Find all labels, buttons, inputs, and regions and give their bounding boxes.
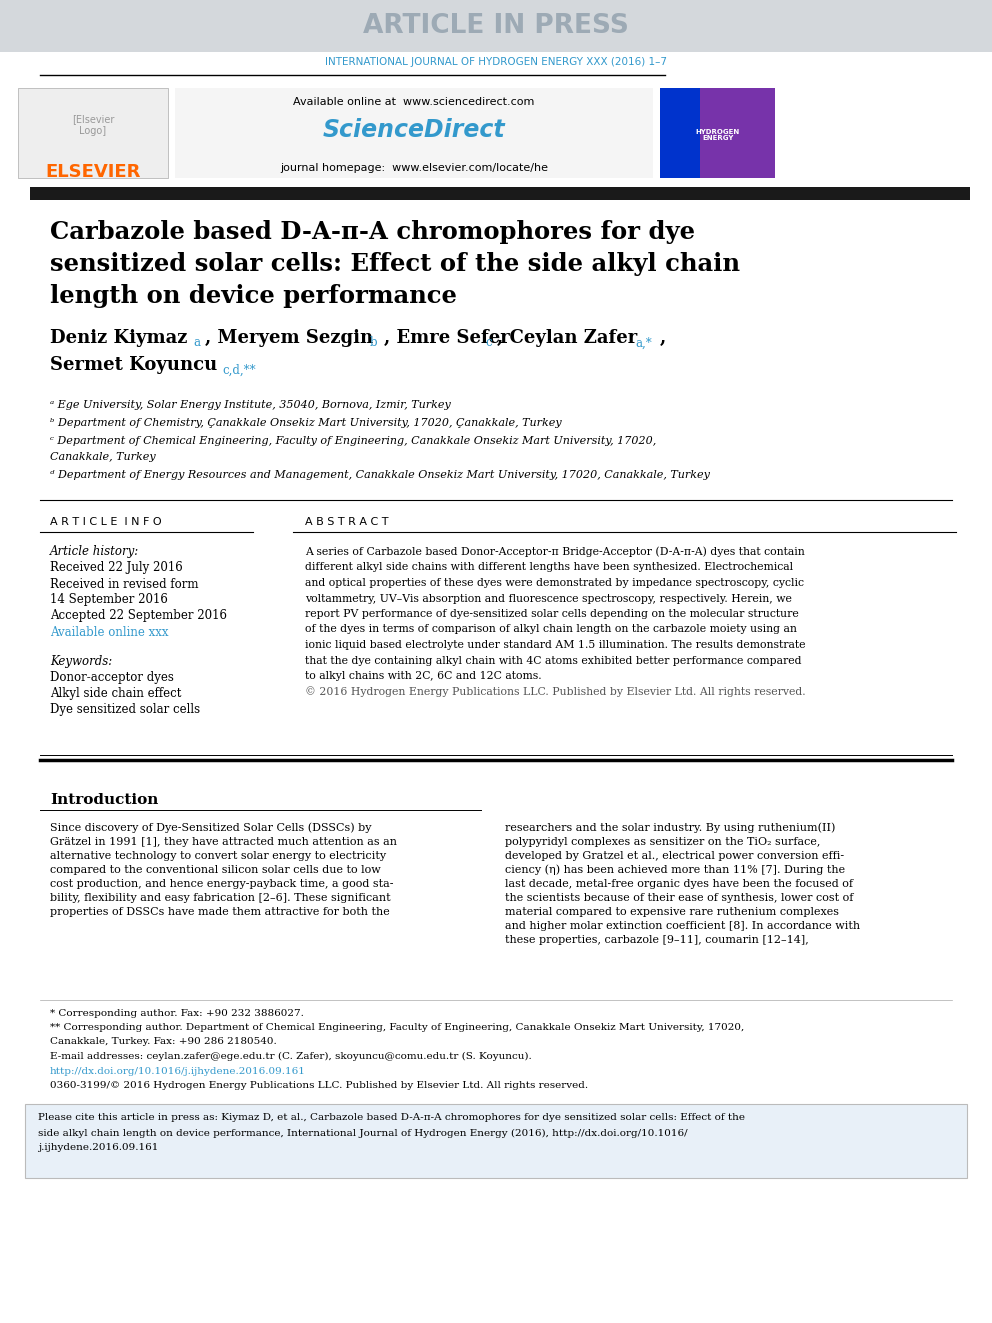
Text: INTERNATIONAL JOURNAL OF HYDROGEN ENERGY XXX (2016) 1–7: INTERNATIONAL JOURNAL OF HYDROGEN ENERGY… [325, 57, 667, 67]
Text: , Emre Sefer: , Emre Sefer [384, 329, 516, 347]
Text: the scientists because of their ease of synthesis, lower cost of: the scientists because of their ease of … [505, 893, 853, 904]
Text: report PV performance of dye-sensitized solar cells depending on the molecular s: report PV performance of dye-sensitized … [305, 609, 799, 619]
Text: Accepted 22 September 2016: Accepted 22 September 2016 [50, 610, 227, 623]
FancyBboxPatch shape [18, 89, 168, 179]
Text: Article history:: Article history: [50, 545, 139, 558]
Text: HYDROGEN
ENERGY: HYDROGEN ENERGY [695, 128, 740, 142]
Text: Carbazole based D-A-π-A chromophores for dye: Carbazole based D-A-π-A chromophores for… [50, 220, 695, 243]
Text: ** Corresponding author. Department of Chemical Engineering, Faculty of Engineer: ** Corresponding author. Department of C… [50, 1024, 744, 1032]
Text: Canakkale, Turkey. Fax: +90 286 2180540.: Canakkale, Turkey. Fax: +90 286 2180540. [50, 1037, 277, 1046]
Text: a,*: a,* [635, 336, 652, 349]
Text: voltammetry, UV–Vis absorption and fluorescence spectroscopy, respectively. Here: voltammetry, UV–Vis absorption and fluor… [305, 594, 792, 603]
Text: Dye sensitized solar cells: Dye sensitized solar cells [50, 704, 200, 717]
Text: A R T I C L E  I N F O: A R T I C L E I N F O [50, 517, 162, 527]
Text: ᵇ Department of Chemistry, Çanakkale Onsekiz Mart University, 17020, Çanakkale, : ᵇ Department of Chemistry, Çanakkale Ons… [50, 418, 561, 429]
Text: http://dx.doi.org/10.1016/j.ijhydene.2016.09.161: http://dx.doi.org/10.1016/j.ijhydene.201… [50, 1068, 306, 1077]
Text: Grätzel in 1991 [1], they have attracted much attention as an: Grätzel in 1991 [1], they have attracted… [50, 837, 397, 847]
Text: A series of Carbazole based Donor-Acceptor-π Bridge-Acceptor (D-A-π-A) dyes that: A series of Carbazole based Donor-Accept… [305, 546, 805, 557]
Text: sensitized solar cells: Effect of the side alkyl chain: sensitized solar cells: Effect of the si… [50, 251, 740, 277]
FancyBboxPatch shape [25, 1103, 967, 1177]
Text: side alkyl chain length on device performance, International Journal of Hydrogen: side alkyl chain length on device perfor… [38, 1129, 687, 1138]
Text: polypyridyl complexes as sensitizer on the TiO₂ surface,: polypyridyl complexes as sensitizer on t… [505, 837, 820, 847]
FancyBboxPatch shape [660, 89, 775, 179]
Text: Sermet Koyuncu: Sermet Koyuncu [50, 356, 223, 374]
Text: and optical properties of these dyes were demonstrated by impedance spectroscopy: and optical properties of these dyes wer… [305, 578, 804, 587]
Text: properties of DSSCs have made them attractive for both the: properties of DSSCs have made them attra… [50, 908, 390, 917]
Text: last decade, metal-free organic dyes have been the focused of: last decade, metal-free organic dyes hav… [505, 878, 853, 889]
Text: these properties, carbazole [9–11], coumarin [12–14],: these properties, carbazole [9–11], coum… [505, 935, 808, 945]
Text: ᵈ Department of Energy Resources and Management, Canakkale Onsekiz Mart Universi: ᵈ Department of Energy Resources and Man… [50, 470, 710, 480]
Text: developed by Gratzel et al., electrical power conversion effi-: developed by Gratzel et al., electrical … [505, 851, 844, 861]
FancyBboxPatch shape [175, 89, 653, 179]
Text: Available online xxx: Available online xxx [50, 626, 169, 639]
Text: E-mail addresses: ceylan.zafer@ege.edu.tr (C. Zafer), skoyuncu@comu.edu.tr (S. K: E-mail addresses: ceylan.zafer@ege.edu.t… [50, 1052, 532, 1061]
Text: to alkyl chains with 2C, 6C and 12C atoms.: to alkyl chains with 2C, 6C and 12C atom… [305, 671, 542, 681]
Text: © 2016 Hydrogen Energy Publications LLC. Published by Elsevier Ltd. All rights r: © 2016 Hydrogen Energy Publications LLC.… [305, 687, 806, 697]
Text: researchers and the solar industry. By using ruthenium(II): researchers and the solar industry. By u… [505, 823, 835, 833]
FancyBboxPatch shape [0, 0, 992, 52]
Text: ᶜ Department of Chemical Engineering, Faculty of Engineering, Canakkale Onsekiz : ᶜ Department of Chemical Engineering, Fa… [50, 437, 657, 446]
Text: a: a [193, 336, 200, 349]
Text: A B S T R A C T: A B S T R A C T [305, 517, 389, 527]
Text: ionic liquid based electrolyte under standard AM 1.5 illumination. The results d: ionic liquid based electrolyte under sta… [305, 640, 806, 650]
Text: ᵃ Ege University, Solar Energy Institute, 35040, Bornova, Izmir, Turkey: ᵃ Ege University, Solar Energy Institute… [50, 400, 450, 410]
Text: ScienceDirect: ScienceDirect [322, 118, 505, 142]
Text: journal homepage:  www.elsevier.com/locate/he: journal homepage: www.elsevier.com/locat… [280, 163, 548, 173]
Text: Introduction: Introduction [50, 792, 159, 807]
FancyBboxPatch shape [30, 187, 970, 200]
Text: bility, flexibility and easy fabrication [2–6]. These significant: bility, flexibility and easy fabrication… [50, 893, 391, 904]
Text: Canakkale, Turkey: Canakkale, Turkey [50, 452, 156, 462]
Text: ELSEVIER: ELSEVIER [46, 163, 141, 181]
Text: ,: , [660, 329, 667, 347]
Text: that the dye containing alkyl chain with 4C atoms exhibited better performance c: that the dye containing alkyl chain with… [305, 655, 802, 665]
Text: ARTICLE IN PRESS: ARTICLE IN PRESS [363, 13, 629, 38]
Text: Received 22 July 2016: Received 22 July 2016 [50, 561, 183, 574]
Text: different alkyl side chains with different lengths have been synthesized. Electr: different alkyl side chains with differe… [305, 562, 794, 573]
Text: Alkyl side chain effect: Alkyl side chain effect [50, 688, 182, 700]
Text: ciency (η) has been achieved more than 11% [7]. During the: ciency (η) has been achieved more than 1… [505, 865, 845, 876]
Text: of the dyes in terms of comparison of alkyl chain length on the carbazole moiety: of the dyes in terms of comparison of al… [305, 624, 797, 635]
Text: alternative technology to convert solar energy to electricity: alternative technology to convert solar … [50, 851, 386, 861]
Text: 0360-3199/© 2016 Hydrogen Energy Publications LLC. Published by Elsevier Ltd. Al: 0360-3199/© 2016 Hydrogen Energy Publica… [50, 1081, 588, 1090]
Text: cost production, and hence energy-payback time, a good sta-: cost production, and hence energy-paybac… [50, 878, 394, 889]
Text: 14 September 2016: 14 September 2016 [50, 594, 168, 606]
FancyBboxPatch shape [700, 89, 775, 179]
Text: [Elsevier
Logo]: [Elsevier Logo] [71, 114, 114, 136]
Text: , Ceylan Zafer: , Ceylan Zafer [497, 329, 644, 347]
Text: b: b [370, 336, 378, 349]
Text: Received in revised form: Received in revised form [50, 578, 198, 590]
Text: * Corresponding author. Fax: +90 232 3886027.: * Corresponding author. Fax: +90 232 388… [50, 1009, 304, 1019]
Text: compared to the conventional silicon solar cells due to low: compared to the conventional silicon sol… [50, 865, 381, 875]
Text: c: c [485, 336, 492, 349]
Text: length on device performance: length on device performance [50, 284, 457, 308]
Text: and higher molar extinction coefficient [8]. In accordance with: and higher molar extinction coefficient … [505, 921, 860, 931]
Text: c,d,**: c,d,** [222, 364, 256, 377]
Text: j.ijhydene.2016.09.161: j.ijhydene.2016.09.161 [38, 1143, 159, 1152]
Text: Please cite this article in press as: Kiymaz D, et al., Carbazole based D-A-π-A : Please cite this article in press as: Ki… [38, 1114, 745, 1122]
Text: Since discovery of Dye-Sensitized Solar Cells (DSSCs) by: Since discovery of Dye-Sensitized Solar … [50, 823, 371, 833]
Text: Available online at  www.sciencedirect.com: Available online at www.sciencedirect.co… [294, 97, 535, 107]
Text: material compared to expensive rare ruthenium complexes: material compared to expensive rare ruth… [505, 908, 839, 917]
Text: Keywords:: Keywords: [50, 655, 112, 668]
Text: Donor-acceptor dyes: Donor-acceptor dyes [50, 672, 174, 684]
Text: Deniz Kiymaz: Deniz Kiymaz [50, 329, 193, 347]
Text: , Meryem Sezgin: , Meryem Sezgin [205, 329, 379, 347]
